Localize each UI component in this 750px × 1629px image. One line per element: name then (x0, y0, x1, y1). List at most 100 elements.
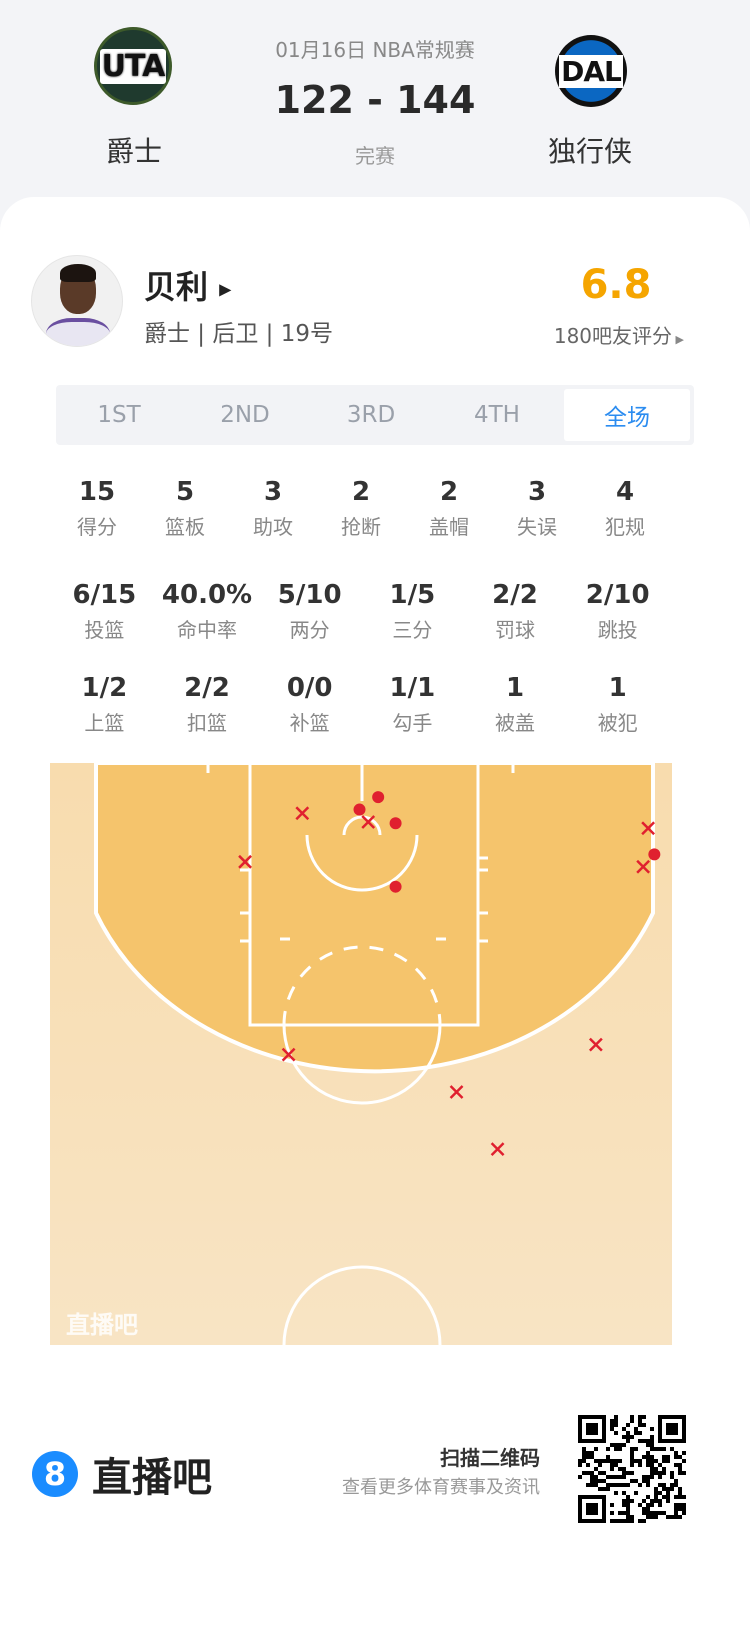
stat-value: 2/2 (184, 673, 230, 703)
stats-row-basic: 15 得分 5 篮板 3 助攻 2 抢断 2 盖帽 3 失误 4 犯规 (53, 477, 669, 540)
stat-label: 跳投 (597, 618, 638, 642)
away-team-logo[interactable]: DAL (555, 35, 627, 107)
stat-label: 盖帽 (429, 515, 469, 539)
stat-value: 3 (263, 477, 283, 507)
stat-value: 4 (615, 477, 635, 507)
player-meta: 爵士 | 后卫 | 19号 (144, 321, 334, 347)
stat-value: 1 (608, 673, 627, 703)
stat-4: 2/2 罚球 (464, 580, 567, 643)
stat-value: 2/10 (585, 580, 650, 610)
tab-full-game[interactable]: 全场 (564, 389, 690, 441)
shot-chart: 直播吧 (50, 763, 672, 1345)
stat-4: 2 盖帽 (405, 477, 493, 540)
stat-label: 扣篮 (187, 711, 227, 735)
brand-name: 直播吧 (92, 1455, 212, 1501)
stat-value: 40.0% (161, 580, 253, 610)
stat-label: 补篮 (289, 711, 330, 735)
missed-shot (361, 815, 376, 829)
game-date-league: 01月16日 NBA常规赛 (275, 38, 475, 62)
paint (248, 763, 480, 1027)
stat-label: 罚球 (495, 618, 536, 642)
made-shot (389, 880, 402, 893)
stat-value: 6/15 (72, 580, 137, 610)
tab-1st[interactable]: 1ST (97, 402, 141, 428)
stat-0: 6/15 投篮 (53, 580, 156, 643)
stat-value: 3 (527, 477, 547, 507)
stat-value: 0/0 (286, 673, 333, 703)
stat-value: 2 (351, 477, 371, 507)
three-point-area (94, 763, 655, 1074)
home-team-logo[interactable]: UTA (94, 27, 172, 105)
game-status: 完赛 (355, 144, 395, 168)
missed-shot (641, 821, 656, 836)
game-score: 122 - 144 (274, 78, 476, 122)
stat-label: 命中率 (177, 618, 237, 642)
stat-label: 助攻 (253, 515, 293, 539)
tab-3rd[interactable]: 3RD (346, 402, 396, 428)
missed-shot (636, 859, 651, 874)
away-team-name[interactable]: 独行侠 (547, 135, 632, 168)
stat-5: 1 被犯 (566, 673, 669, 736)
stat-3: 1/5 三分 (361, 580, 464, 643)
watermark: 直播吧 (66, 1311, 138, 1339)
stat-value: 5 (175, 477, 195, 507)
stat-2: 3 助攻 (229, 477, 317, 540)
stat-label: 被盖 (495, 711, 536, 735)
stat-0: 15 得分 (53, 477, 141, 540)
made-shot (372, 791, 385, 804)
tab-2nd[interactable]: 2ND (220, 402, 270, 428)
stat-value: 15 (78, 477, 116, 507)
tab-4th[interactable]: 4TH (474, 402, 520, 428)
stat-value: 2 (439, 477, 459, 507)
restricted-area (305, 834, 419, 892)
made-shot (389, 817, 402, 830)
stat-4: 1 被盖 (464, 673, 567, 736)
made-shot (353, 803, 366, 816)
player-name: 贝利 (144, 268, 209, 306)
stat-6: 4 犯规 (581, 477, 669, 540)
stat-value: 1/5 (389, 580, 436, 610)
stat-label: 两分 (289, 618, 330, 642)
scan-qr-label: 扫描二维码 (440, 1446, 540, 1470)
brand-mark-icon: 8 (32, 1451, 78, 1497)
missed-shot (490, 1142, 505, 1157)
stat-1: 40.0% 命中率 (156, 580, 259, 643)
missed-shot (238, 854, 252, 869)
stat-0: 1/2 上篮 (53, 673, 156, 736)
stat-label: 被犯 (597, 711, 638, 735)
stat-label: 三分 (392, 618, 433, 642)
missed-shot (295, 806, 310, 821)
stat-3: 2 抢断 (317, 477, 405, 540)
stat-5: 3 失误 (493, 477, 581, 540)
free-throw-circle-top (282, 945, 442, 1026)
made-shot (648, 848, 661, 861)
stat-label: 失误 (517, 515, 557, 539)
caret-right-icon: ▶ (219, 279, 232, 299)
player-avatar[interactable] (31, 255, 123, 347)
stat-label: 得分 (77, 515, 117, 539)
stat-1: 5 篮板 (141, 477, 229, 540)
rating-link[interactable]: 180吧友评分 ▶ (553, 324, 684, 348)
stat-5: 2/10 跳投 (566, 580, 669, 643)
footer-subtitle: 查看更多体育赛事及资讯 (342, 1477, 540, 1498)
player-name-link[interactable]: 贝利 ▶ (144, 262, 231, 308)
center-circle (282, 1265, 442, 1345)
stat-label: 篮板 (165, 515, 205, 539)
stat-label: 抢断 (341, 515, 381, 539)
stat-value: 1/2 (81, 673, 128, 703)
player-rating: 6.8 (580, 262, 652, 308)
stats-row-shot-types: 1/2 上篮 2/2 扣篮 0/0 补篮 1/1 勾手 1 被盖 1 被犯 (53, 673, 669, 736)
home-team-name[interactable]: 爵士 (105, 135, 162, 168)
missed-shot (588, 1037, 603, 1052)
stat-2: 0/0 补篮 (258, 673, 361, 736)
qr-code[interactable] (578, 1415, 686, 1523)
stat-1: 2/2 扣篮 (156, 673, 259, 736)
stat-label: 勾手 (392, 711, 433, 735)
stats-row-shooting: 6/15 投篮 40.0% 命中率 5/10 两分 1/5 三分 2/2 罚球 2/10 跳投 (53, 580, 669, 643)
stat-label: 上篮 (84, 711, 125, 735)
stat-value: 1/1 (389, 673, 436, 703)
stat-value: 5/10 (277, 580, 342, 610)
stat-2: 5/10 两分 (258, 580, 361, 643)
period-tabs: 1ST 2ND 3RD 4TH 全场 (56, 385, 694, 445)
brand-logo[interactable]: 8 直播吧 (32, 1445, 212, 1503)
